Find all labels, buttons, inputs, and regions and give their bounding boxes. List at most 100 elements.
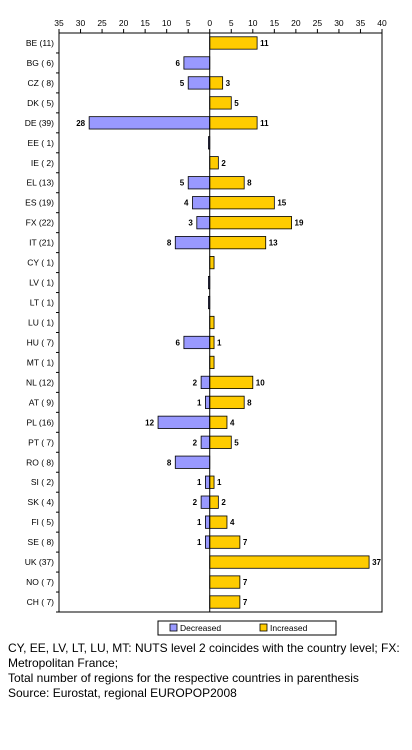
- data-label-increased: 13: [269, 239, 278, 248]
- category-label: RO ( 8): [26, 457, 54, 467]
- data-label-decreased: 1: [197, 478, 202, 487]
- data-label-increased: 8: [247, 179, 252, 188]
- bar-increased: [209, 355, 215, 370]
- data-label-increased: 19: [295, 219, 304, 228]
- bar-decreased: [174, 455, 211, 469]
- bar-increased: [209, 176, 245, 190]
- data-label-decreased: 1: [197, 398, 202, 407]
- category-label: IT (21): [29, 238, 54, 248]
- x-tick-label: 40: [377, 18, 387, 28]
- category-label: SI ( 2): [31, 477, 54, 487]
- x-tick-label: 10: [162, 18, 172, 28]
- bar-decreased: [88, 116, 211, 130]
- data-label-decreased: 4: [184, 199, 189, 208]
- legend-swatch-increased: [259, 623, 268, 632]
- bar-decreased: [205, 475, 211, 489]
- bar-increased: [209, 96, 232, 110]
- x-tick-label: 25: [97, 18, 107, 28]
- bar-increased: [209, 36, 258, 50]
- legend-label-decreased: Decreased: [180, 623, 221, 633]
- data-label-decreased: 1: [197, 518, 202, 527]
- bar-increased: [209, 395, 245, 409]
- bar-decreased: [174, 236, 211, 250]
- data-label-increased: 1: [217, 338, 222, 347]
- chart-notes: CY, EE, LV, LT, LU, MT: NUTS level 2 coi…: [8, 641, 408, 701]
- category-label: IE ( 2): [31, 158, 54, 168]
- bar-increased: [209, 415, 228, 429]
- category-label: LU ( 1): [28, 318, 54, 328]
- bar-decreased: [200, 375, 211, 389]
- data-label-increased: 5: [234, 99, 239, 108]
- data-label-decreased: 2: [193, 438, 198, 447]
- category-label: BE (11): [26, 38, 54, 48]
- plot-area: [58, 32, 383, 613]
- bar-decreased: [196, 216, 211, 230]
- x-tick-label: 15: [140, 18, 150, 28]
- data-label-increased: 1: [217, 478, 222, 487]
- category-label: CH ( 7): [27, 597, 55, 607]
- bar-decreased: [205, 515, 211, 529]
- bar-increased: [209, 515, 228, 529]
- category-label: CY ( 1): [27, 258, 54, 268]
- bar-increased: [209, 76, 224, 90]
- bar-increased: [209, 315, 215, 330]
- legend-box: [157, 620, 337, 636]
- data-label-increased: 4: [230, 418, 235, 427]
- x-tick-label: 25: [313, 18, 323, 28]
- data-label-decreased: 6: [175, 59, 180, 68]
- data-label-decreased: 12: [145, 418, 154, 427]
- category-label: FX (22): [26, 218, 55, 228]
- data-label-decreased: 1: [197, 538, 202, 547]
- data-label-increased: 2: [221, 159, 226, 168]
- bar-increased: [209, 335, 215, 350]
- data-label-increased: 7: [243, 598, 248, 607]
- bar-increased: [209, 475, 215, 489]
- category-label: DE (39): [25, 118, 54, 128]
- category-label: SE ( 8): [28, 537, 55, 547]
- x-tick-label: 30: [76, 18, 86, 28]
- data-label-decreased: 5: [180, 79, 185, 88]
- data-label-decreased: 8: [167, 458, 172, 467]
- bar-decreased: [183, 335, 211, 350]
- bar-increased: [209, 575, 241, 589]
- category-label: PT ( 7): [28, 437, 54, 447]
- category-label: SK ( 4): [28, 497, 55, 507]
- decreased-series: [88, 56, 211, 549]
- note-source: Source: Eurostat, regional EUROPOP2008: [8, 686, 237, 700]
- data-label-decreased: 5: [180, 179, 185, 188]
- bar-increased: [209, 256, 215, 270]
- category-label: NO ( 7): [26, 577, 54, 587]
- bar-increased: [209, 216, 292, 230]
- x-tick-label: 20: [119, 18, 129, 28]
- data-label-increased: 11: [260, 119, 269, 128]
- legend: Decreased Increased: [157, 620, 337, 636]
- legend-swatch-decreased: [169, 623, 178, 632]
- bar-decreased: [187, 76, 211, 90]
- category-label: CZ ( 8): [28, 78, 55, 88]
- category-label: ES (19): [25, 198, 54, 208]
- x-tick-label: 30: [334, 18, 344, 28]
- category-label: FI ( 5): [31, 517, 54, 527]
- category-label: BG ( 6): [27, 58, 55, 68]
- category-label: HU ( 7): [27, 337, 55, 347]
- data-label-increased: 4: [230, 518, 235, 527]
- bar-increased: [209, 555, 370, 569]
- category-labels: BE (11) BG ( 6) CZ ( 8) DK ( 5) DE (39) EE ( …: [25, 38, 59, 613]
- bar-increased: [209, 495, 219, 509]
- category-label: DK ( 5): [27, 98, 54, 108]
- category-label: UK (37): [25, 557, 54, 567]
- x-tick-label: 5: [186, 18, 191, 28]
- increased-series: [209, 36, 370, 609]
- x-tick-label: 35: [54, 18, 64, 28]
- x-tick-label: 10: [248, 18, 258, 28]
- bar-decreased: [205, 395, 211, 409]
- category-label: NL (12): [26, 377, 54, 387]
- note-nuts: CY, EE, LV, LT, LU, MT: NUTS level 2 coi…: [8, 641, 400, 670]
- x-axis-ticks: 35 30 25 20 15 10 5 0 5 10 15 20 25 30 35 40: [54, 18, 387, 33]
- category-label: EL (13): [26, 178, 54, 188]
- category-label: MT ( 1): [27, 357, 54, 367]
- data-label-increased: 37: [372, 558, 381, 567]
- data-label-increased: 7: [243, 538, 248, 547]
- bar-decreased: [200, 495, 211, 509]
- data-label-decreased: 2: [193, 378, 198, 387]
